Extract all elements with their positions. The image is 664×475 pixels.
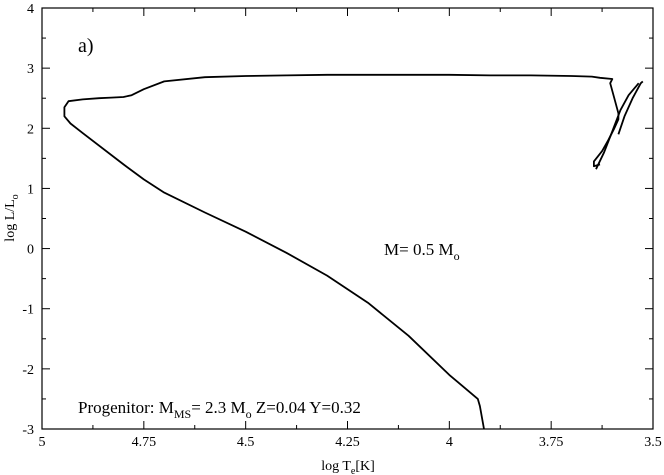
y-tick-label: -2 (22, 363, 34, 378)
mass-annotation-sub: o (454, 249, 460, 263)
y-tick-label: 4 (27, 2, 34, 17)
x-tick-label: 3.75 (539, 435, 564, 450)
series-line (617, 80, 644, 135)
x-tick-label: 4.5 (237, 435, 255, 450)
progenitor-annotation: Progenitor: MMS= 2.3 Mo Z=0.04 Y=0.32 (78, 398, 361, 421)
mass-annotation: M= 0.5 Mo (384, 240, 460, 263)
panel-label: a) (78, 35, 94, 57)
x-tick-label: 4 (446, 435, 453, 450)
x-axis-title-sub: e (351, 466, 356, 475)
y-tick-label: -1 (22, 303, 34, 318)
y-tick-label: -3 (22, 423, 34, 438)
series-line (63, 73, 620, 430)
progenitor-c: Z=0.04 Y=0.32 (252, 398, 361, 417)
mass-annotation-prefix: M= 0.5 M (384, 240, 454, 259)
y-tick-label: 3 (27, 62, 34, 77)
series-lines (63, 73, 644, 430)
progenitor-b-sub: o (246, 407, 252, 421)
y-tick-label: 0 (27, 243, 34, 258)
y-axis-title: log L/Lo (3, 194, 21, 241)
progenitor-a: Progenitor: M (78, 398, 174, 417)
y-tick-label: 1 (27, 182, 34, 197)
x-tick-label: 3.5 (644, 435, 662, 450)
progenitor-b: = 2.3 M (191, 398, 245, 417)
x-axis-title-main: log T (321, 459, 351, 474)
x-axis-title-tail: [K] (355, 459, 374, 474)
x-axis-title: log Te[K] (321, 459, 375, 475)
x-tick-label: 5 (39, 435, 46, 450)
x-tick-label: 4.25 (335, 435, 360, 450)
progenitor-a-sub: MS (174, 407, 191, 421)
x-tick-label: 4.75 (132, 435, 157, 450)
axis-ticks: 5 4.75 4.5 4.25 4 3.75 3.5 -3 -2 -1 0 1 2 3 4 (22, 2, 661, 450)
y-tick-label: 2 (27, 122, 34, 137)
y-axis-title-main: log L/L (3, 199, 18, 241)
series-line (595, 82, 640, 170)
y-axis-title-sub: o (10, 194, 21, 199)
plot-frame (41, 7, 654, 430)
